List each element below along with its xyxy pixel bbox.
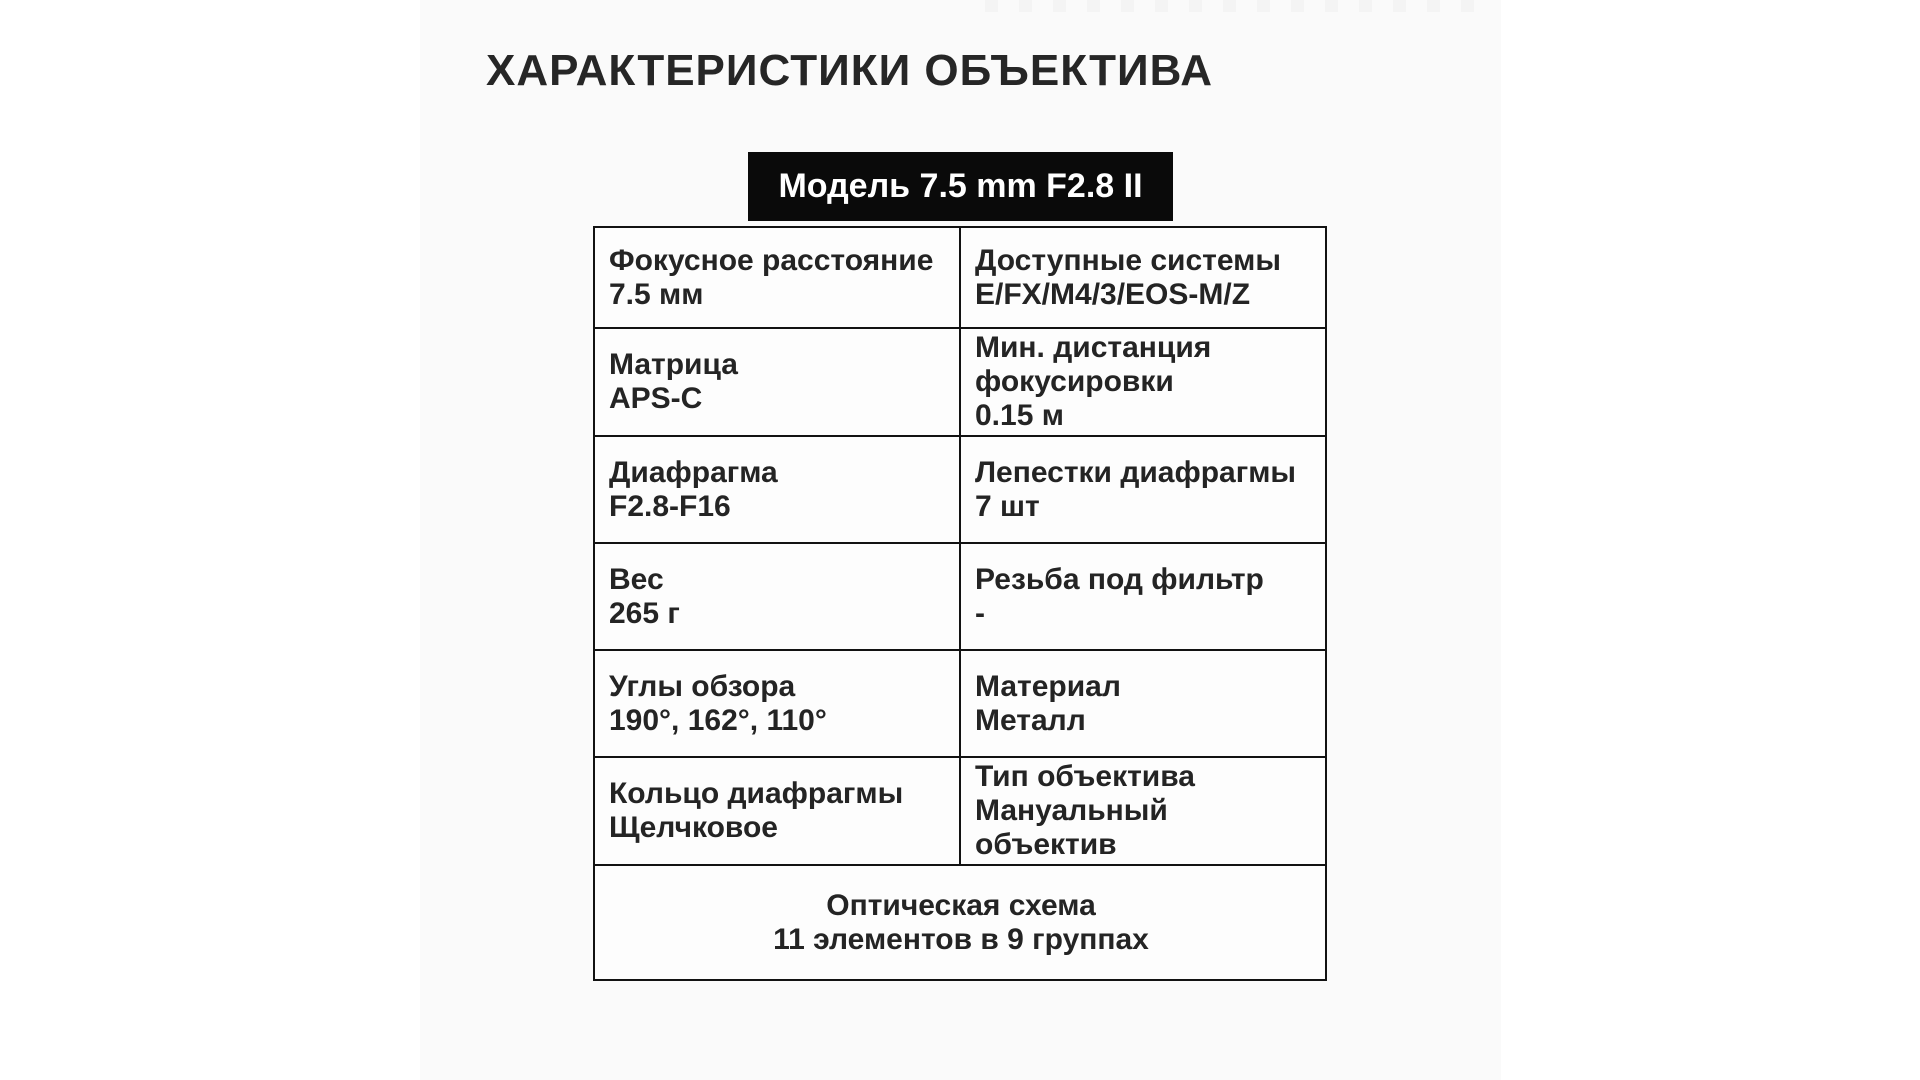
spec-cell-view-angles: Углы обзора 190°, 162°, 110°	[593, 649, 961, 758]
spec-value: 11 элементов в 9 группах	[773, 922, 1149, 956]
spec-value: 265 г	[609, 596, 680, 630]
table-row: Вес 265 г Резьба под фильтр -	[593, 542, 1327, 651]
page-title: ХАРАКТЕРИСТИКИ ОБЪЕКТИВА	[486, 46, 1214, 95]
spec-value: Щелчковое	[609, 811, 778, 844]
spec-label: Углы обзора	[609, 669, 796, 703]
spec-label: Вес	[609, 562, 664, 596]
spec-cell-lens-type: Тип объектива Мануальный объектив	[959, 756, 1327, 866]
spec-cell-available-systems: Доступные системы E/FX/M4/3/EOS-M/Z	[959, 226, 1327, 329]
spec-cell-weight: Вес 265 г	[593, 542, 961, 651]
spec-cell-filter-thread: Резьба под фильтр -	[959, 542, 1327, 651]
model-badge: Модель 7.5 mm F2.8 II	[748, 152, 1173, 221]
spec-label: Резьба под фильтр	[975, 562, 1264, 596]
spec-label: Материал	[975, 669, 1121, 703]
content-panel: ХАРАКТЕРИСТИКИ ОБЪЕКТИВА Модель 7.5 mm F…	[420, 0, 1501, 1080]
spec-cell-focal-length: Фокусное расстояние 7.5 мм	[593, 226, 961, 329]
spec-value: -	[975, 596, 985, 630]
table-row: Углы обзора 190°, 162°, 110° Материал Ме…	[593, 649, 1327, 758]
spec-cell-sensor: Матрица APS-C	[593, 327, 961, 437]
spec-label: Лепестки диафрагмы	[975, 455, 1297, 489]
spec-value: Металл	[975, 703, 1086, 737]
spec-value: 7 шт	[975, 489, 1040, 523]
spec-label: Кольцо диафрагмы	[609, 777, 904, 810]
spec-value: 7.5 мм	[609, 277, 704, 311]
spec-label: Матрица	[609, 348, 738, 381]
spec-cell-aperture-ring: Кольцо диафрагмы Щелчковое	[593, 756, 961, 866]
cropped-text-artifact	[985, 0, 1495, 12]
table-row: Матрица APS-C Мин. дистанция фокусировки…	[593, 327, 1327, 437]
spec-label: Доступные системы	[975, 243, 1281, 277]
spec-label: Тип объектива	[975, 760, 1195, 793]
spec-cell-min-focus-distance: Мин. дистанция фокусировки 0.15 м	[959, 327, 1327, 437]
spec-label: Диафрагма	[609, 455, 778, 489]
spec-value: E/FX/M4/3/EOS-M/Z	[975, 277, 1251, 311]
spec-table: Фокусное расстояние 7.5 мм Доступные сис…	[593, 226, 1327, 981]
table-row: Диафрагма F2.8-F16 Лепестки диафрагмы 7 …	[593, 435, 1327, 544]
spec-value: F2.8-F16	[609, 489, 731, 523]
table-row: Фокусное расстояние 7.5 мм Доступные сис…	[593, 226, 1327, 329]
table-footer-row: Оптическая схема 11 элементов в 9 группа…	[593, 864, 1327, 981]
table-row: Кольцо диафрагмы Щелчковое Тип объектива…	[593, 756, 1327, 866]
spec-value: 0.15 м	[975, 399, 1064, 432]
spec-cell-material: Материал Металл	[959, 649, 1327, 758]
spec-cell-aperture: Диафрагма F2.8-F16	[593, 435, 961, 544]
spec-label: Мин. дистанция фокусировки	[975, 331, 1212, 398]
spec-label: Фокусное расстояние	[609, 243, 934, 277]
spec-value: Мануальный объектив	[975, 794, 1168, 861]
spec-value: 190°, 162°, 110°	[609, 703, 827, 737]
spec-cell-aperture-blades: Лепестки диафрагмы 7 шт	[959, 435, 1327, 544]
spec-label: Оптическая схема	[826, 888, 1096, 922]
spec-cell-optical-design: Оптическая схема 11 элементов в 9 группа…	[593, 864, 1327, 981]
spec-value: APS-C	[609, 382, 703, 415]
